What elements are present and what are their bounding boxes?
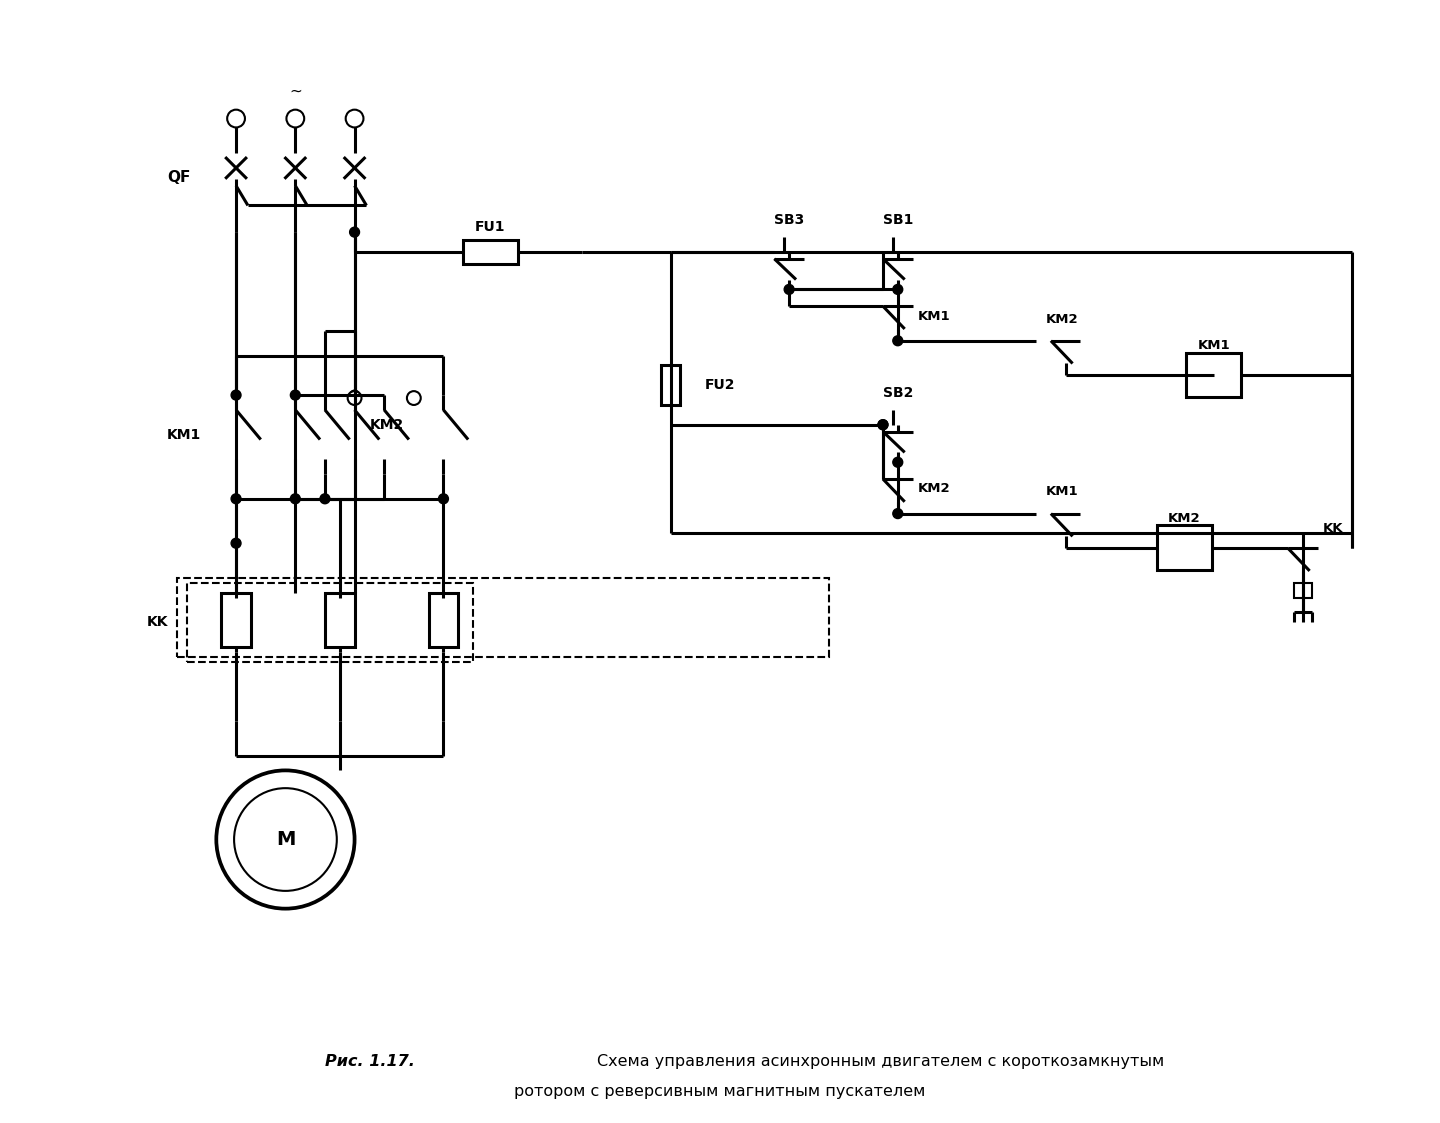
Bar [661,365,681,405]
Bar [429,593,458,647]
Circle shape [350,390,360,400]
Text: KM1: KM1 [1198,339,1230,353]
Circle shape [439,494,448,504]
Text: ротором с реверсивным магнитным пускателем: ротором с реверсивным магнитным пускател… [514,1084,926,1099]
Bar [187,583,474,661]
Circle shape [346,110,363,127]
Text: KM1: KM1 [167,428,202,441]
Circle shape [893,509,903,519]
Circle shape [232,538,240,548]
Text: QF: QF [167,171,190,185]
Circle shape [291,494,301,504]
Circle shape [235,788,337,891]
Text: KM2: KM2 [370,418,403,431]
Circle shape [232,494,240,504]
Bar [325,593,354,647]
Text: FU1: FU1 [475,220,505,235]
Bar [1293,583,1312,597]
Text: KM1: KM1 [1045,485,1079,499]
Text: FU2: FU2 [706,378,736,392]
Circle shape [350,227,360,237]
Text: SB3: SB3 [775,213,805,227]
Text: Схема управления асинхронным двигателем с короткозамкнутым: Схема управления асинхронным двигателем … [596,1054,1164,1069]
Text: SB2: SB2 [883,386,913,400]
Circle shape [893,457,903,467]
Circle shape [291,390,301,400]
Bar [1187,353,1241,398]
Circle shape [320,494,330,504]
Bar [222,593,251,647]
Circle shape [408,391,420,405]
Text: KM2: KM2 [1168,512,1201,526]
Circle shape [785,284,793,294]
Text: SB1: SB1 [883,213,913,227]
Circle shape [347,391,361,405]
Circle shape [878,420,888,430]
Circle shape [893,336,903,346]
Text: KM2: KM2 [917,483,950,495]
Text: Рис. 1.17.: Рис. 1.17. [325,1054,415,1069]
Circle shape [232,390,240,400]
Bar [1156,526,1212,569]
Text: KM2: KM2 [1045,312,1079,326]
Text: M: M [275,830,295,849]
Bar [177,578,828,657]
Circle shape [216,770,354,909]
Circle shape [287,110,304,127]
Text: KK: KK [1322,522,1344,535]
Text: ~: ~ [289,83,302,99]
Circle shape [893,284,903,294]
Circle shape [228,110,245,127]
Text: KM1: KM1 [917,310,950,322]
Bar [464,240,517,264]
Circle shape [878,420,888,430]
Text: KK: KK [147,615,168,629]
